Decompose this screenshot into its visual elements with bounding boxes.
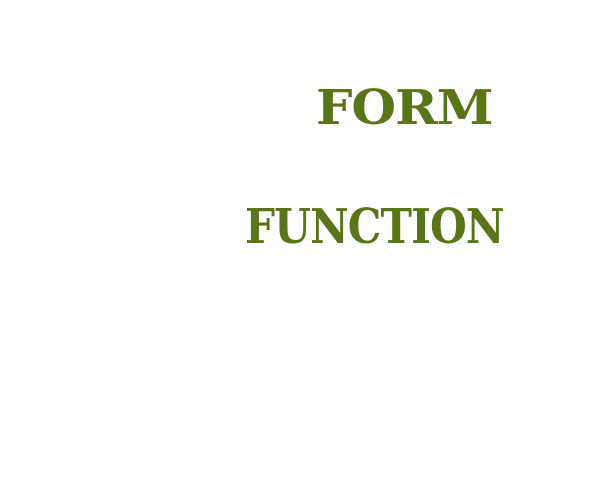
word-function: FUNCTION	[245, 199, 504, 255]
word-form: FORM	[316, 80, 494, 136]
